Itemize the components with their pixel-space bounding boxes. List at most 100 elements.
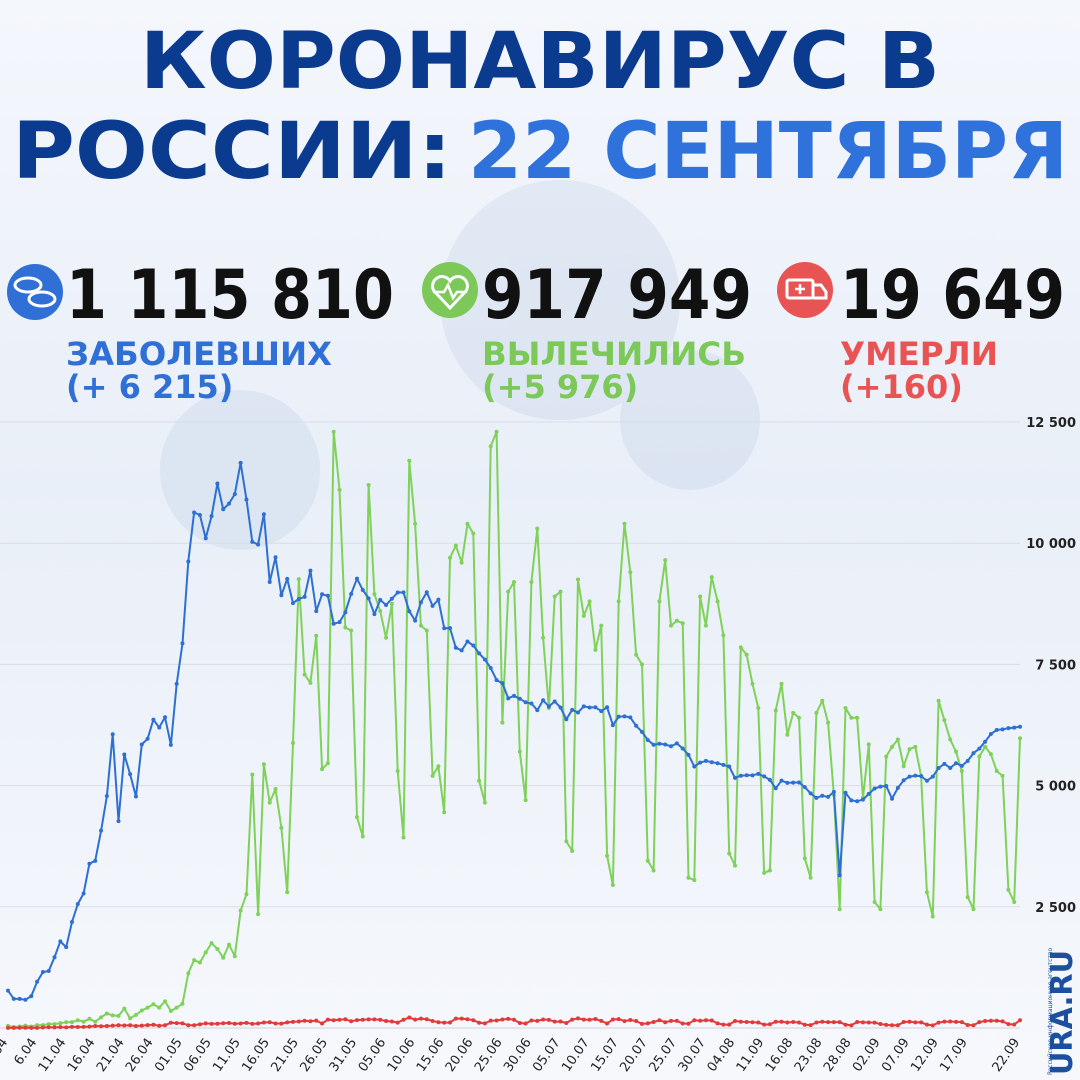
data-point — [977, 1020, 982, 1025]
data-point — [93, 858, 98, 863]
data-point — [192, 510, 197, 515]
data-point — [610, 882, 615, 887]
data-point — [587, 1017, 592, 1022]
data-point — [610, 723, 615, 728]
data-point — [482, 800, 487, 805]
data-point — [570, 849, 575, 854]
data-point — [605, 853, 610, 858]
data-point — [674, 618, 679, 623]
data-point — [552, 594, 557, 599]
data-point — [35, 979, 40, 984]
data-point — [6, 988, 10, 993]
data-point — [197, 960, 202, 965]
data-point — [354, 1018, 359, 1023]
data-point — [837, 873, 842, 878]
data-point — [657, 741, 662, 746]
data-point — [843, 1022, 848, 1027]
data-point — [471, 1018, 476, 1023]
data-point — [232, 1021, 237, 1026]
data-point — [517, 1020, 522, 1025]
data-point — [599, 1018, 604, 1023]
data-point — [849, 715, 854, 720]
data-point — [791, 1019, 796, 1024]
data-point — [116, 1023, 121, 1028]
data-point — [75, 1018, 80, 1023]
data-point — [773, 1019, 778, 1024]
data-point — [197, 1022, 202, 1027]
data-point — [791, 780, 796, 785]
x-tick-label: 01.05 — [152, 1036, 186, 1075]
y-tick-label: 12 500 — [1026, 416, 1076, 431]
y-tick-label: 7 500 — [1035, 658, 1076, 673]
data-point — [209, 941, 214, 946]
data-point — [971, 1023, 976, 1028]
title-date: 22 СЕНТЯБРЯ — [468, 107, 1068, 197]
data-point — [488, 666, 493, 671]
data-point — [285, 576, 290, 581]
data-point — [302, 594, 307, 599]
data-point — [104, 1011, 109, 1016]
data-point — [872, 899, 877, 904]
data-point — [494, 429, 499, 434]
data-point — [756, 771, 761, 776]
data-point — [773, 708, 778, 713]
data-point — [389, 596, 394, 601]
data-point — [826, 1020, 831, 1025]
x-tick-label: 26.04 — [123, 1036, 157, 1075]
virus-shape — [620, 350, 760, 490]
data-point — [279, 825, 284, 830]
data-point — [99, 1015, 104, 1020]
x-tick-label: 25.06 — [472, 1036, 506, 1075]
data-point — [855, 1020, 860, 1025]
data-point — [721, 1022, 726, 1027]
data-point — [622, 714, 627, 719]
data-point — [40, 970, 45, 975]
data-point — [546, 1017, 551, 1022]
data-point — [349, 1019, 354, 1024]
data-point — [244, 892, 249, 897]
data-point — [924, 1022, 929, 1027]
data-point — [1000, 727, 1005, 732]
data-point — [128, 772, 133, 777]
stat-change: (+160) — [840, 368, 963, 406]
data-point — [622, 521, 627, 526]
data-point — [221, 955, 226, 960]
data-point — [366, 483, 371, 488]
data-point — [133, 1012, 138, 1017]
data-point — [820, 793, 825, 798]
data-point — [651, 1019, 656, 1024]
data-point — [424, 590, 429, 595]
data-point — [500, 681, 505, 686]
data-point — [331, 621, 336, 626]
data-point — [541, 1017, 546, 1022]
x-tick-label: 04.08 — [705, 1036, 739, 1075]
data-point — [64, 945, 69, 950]
data-point — [436, 597, 441, 602]
data-point — [256, 1021, 261, 1026]
x-tick-label: 07.09 — [879, 1036, 913, 1075]
data-point — [273, 786, 278, 791]
data-point — [919, 774, 924, 779]
data-point — [581, 613, 586, 618]
x-tick-label: 11.04 — [36, 1036, 70, 1075]
data-point — [279, 593, 284, 598]
data-point — [733, 775, 738, 780]
data-point — [523, 798, 528, 803]
data-point — [430, 603, 435, 608]
data-point — [715, 599, 720, 604]
data-point — [546, 704, 551, 709]
data-point — [75, 1025, 80, 1030]
data-point — [17, 1025, 22, 1030]
x-tick-label: 20.07 — [617, 1036, 651, 1075]
data-point — [174, 681, 179, 686]
data-point — [1006, 887, 1011, 892]
y-tick-label: 5 000 — [1035, 780, 1076, 795]
data-point — [552, 1019, 557, 1024]
data-point — [645, 738, 650, 743]
data-point — [785, 732, 790, 737]
data-point — [256, 912, 261, 917]
data-point — [639, 662, 644, 667]
data-point — [58, 939, 63, 944]
data-point — [308, 1019, 313, 1024]
